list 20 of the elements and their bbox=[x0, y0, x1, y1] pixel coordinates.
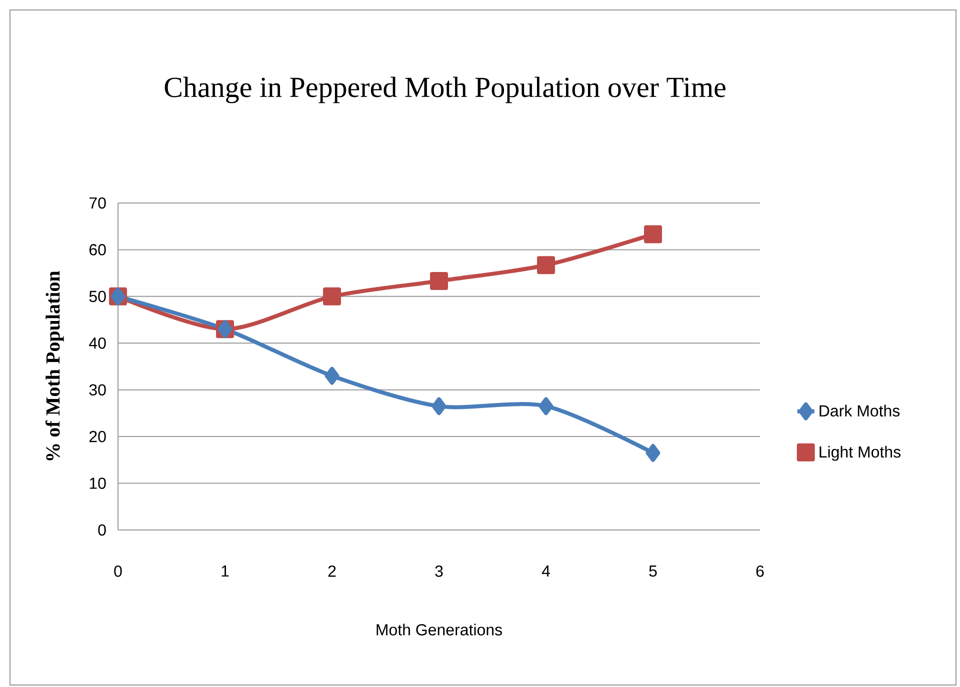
x-tick-label: 5 bbox=[649, 566, 657, 577]
y-tick-label: 50 bbox=[89, 290, 106, 302]
x-tick-label: 1 bbox=[222, 566, 229, 577]
y-axis-title: % of Moth Population bbox=[45, 270, 64, 460]
x-tick-label: 3 bbox=[435, 566, 443, 577]
y-tick-label: 70 bbox=[89, 197, 106, 209]
x-tick-label: 6 bbox=[756, 566, 764, 577]
x-axis-title: Moth Generations bbox=[376, 624, 502, 636]
y-tick-label: 20 bbox=[89, 430, 106, 442]
y-tick-label: 30 bbox=[89, 384, 106, 396]
legend-label: Light Moths bbox=[820, 446, 900, 461]
x-tick-label: 4 bbox=[542, 566, 550, 577]
legend-label: Dark Moths bbox=[820, 404, 900, 417]
y-tick-label: 40 bbox=[89, 337, 106, 349]
y-tick-label: 0 bbox=[98, 524, 106, 536]
x-tick-label: 2 bbox=[328, 566, 336, 577]
chart-title: Change in Peppered Moth Population over Time bbox=[164, 76, 726, 104]
y-tick-label: 60 bbox=[89, 244, 106, 256]
x-tick-label: 0 bbox=[114, 566, 122, 577]
y-tick-label: 10 bbox=[90, 478, 106, 489]
